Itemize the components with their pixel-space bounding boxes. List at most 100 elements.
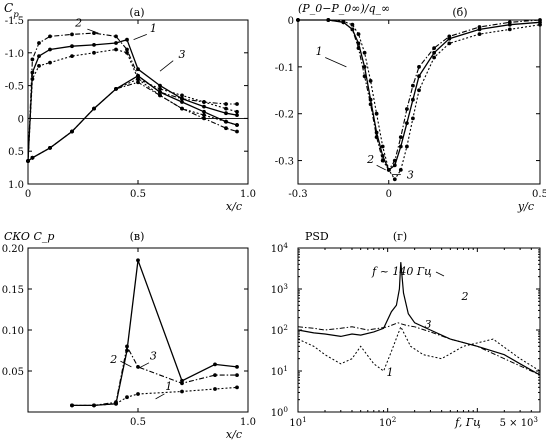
panel-a-series-1-point bbox=[92, 43, 96, 47]
panel-b-series-1-point bbox=[432, 50, 436, 55]
panel-b-series-2-point bbox=[392, 158, 397, 163]
panel-d-xtick-label: 102 bbox=[379, 415, 396, 430]
panel-a-ytick-label: -1.5 bbox=[5, 16, 24, 27]
panel-b-series-1-point bbox=[356, 41, 361, 46]
panel-a-series-3-point bbox=[235, 123, 239, 127]
panel-b-series-2-point bbox=[477, 25, 482, 29]
panel-b-leader bbox=[376, 164, 386, 171]
panel-c-ytick-label: 0.15 bbox=[2, 285, 24, 296]
panel-b-xtick-label: 0.5 bbox=[532, 189, 546, 200]
panel-a-series-2-point bbox=[224, 126, 228, 131]
panel-d-ytick-label: 104 bbox=[271, 241, 289, 256]
panel-a-series-3-point bbox=[136, 77, 140, 81]
panel-a-series-3-point bbox=[92, 50, 96, 55]
panel-b-frame bbox=[297, 19, 541, 185]
panel-c-series-1-point bbox=[180, 389, 184, 394]
panel-b-series-3-point bbox=[362, 50, 367, 55]
panel-c-series-3-point bbox=[114, 401, 118, 406]
panel-a-series-2-point bbox=[37, 41, 41, 45]
panel-b-ytick-label: -0.2 bbox=[275, 110, 294, 121]
panel-d-xlabel: f, Гц bbox=[454, 416, 481, 429]
panel-a-series-3-line bbox=[27, 78, 238, 162]
panel-b-ylabel: (P_0−P_0∞)/q_∞ bbox=[298, 2, 390, 15]
panel-b-series-2-point bbox=[380, 158, 385, 163]
panel-a-series-1-point bbox=[235, 113, 239, 117]
panel-a-series-3-point bbox=[37, 64, 41, 68]
panel-a-annotation: 1 bbox=[150, 22, 157, 35]
panel-b-series-1-point bbox=[405, 121, 409, 125]
panel-b-xtick-label: -0.3 bbox=[288, 189, 307, 200]
panel-c-series-3-point bbox=[235, 365, 239, 369]
panel-a-series-2-point bbox=[224, 102, 228, 106]
panel-a-series-3-point bbox=[235, 109, 239, 114]
panel-a-series-1-point bbox=[70, 44, 74, 49]
panel-b-series-3-point bbox=[386, 168, 391, 172]
panel-d-annotation: 1 bbox=[387, 366, 394, 379]
panel-a-series-2-point bbox=[48, 34, 52, 39]
panel-a-series-2-line bbox=[27, 81, 238, 162]
panel-a-series-1-point bbox=[37, 54, 41, 58]
panel-a-series-2-point bbox=[180, 96, 184, 101]
panel-a-series-1-point bbox=[30, 70, 35, 75]
panel-a-xlabel: x/c bbox=[226, 200, 242, 213]
panel-c-series-3-point bbox=[125, 348, 129, 353]
panel-a-series-1-point bbox=[48, 47, 52, 52]
panel-c-series-3-point bbox=[180, 378, 184, 383]
panel-d-ylabel: PSD bbox=[305, 230, 329, 243]
panel-a-series-3-point bbox=[125, 50, 129, 55]
panel-b-series-3-point bbox=[341, 19, 346, 24]
panel-b-series-3-line bbox=[298, 19, 541, 181]
panel-b-series-2-point bbox=[411, 83, 415, 88]
panel-a-ytick-label: 1.0 bbox=[8, 180, 24, 191]
panel-a-series-3-point bbox=[114, 47, 118, 52]
panel-d-ytick-label: 101 bbox=[271, 364, 288, 379]
panel-d-annotation: 3 bbox=[425, 318, 432, 331]
panel-a-series-1-point bbox=[224, 111, 228, 116]
panel-a-series-3-point bbox=[224, 106, 228, 111]
panel-b-series-3-point bbox=[392, 177, 397, 182]
panel-d-leader bbox=[435, 271, 445, 277]
panel-b-series-1-point bbox=[362, 65, 367, 69]
panel-b-series-3-point bbox=[350, 22, 355, 27]
panel-b-series-3-point bbox=[296, 18, 300, 22]
panel-b-series-3-point bbox=[538, 22, 542, 27]
panel-b-xlabel: y/c bbox=[517, 200, 534, 213]
panel-a-series-3-point bbox=[180, 106, 184, 111]
panel-b-series-3-point bbox=[368, 79, 373, 83]
panel-d-series-1-line bbox=[297, 325, 541, 372]
panel-a-xtick-label: 0 bbox=[25, 189, 31, 200]
panel-b-series-1-line bbox=[298, 19, 541, 171]
panel-c-series-3-point bbox=[70, 403, 74, 408]
panel-a-series-3-point bbox=[158, 93, 162, 98]
panel-a-series-2-point bbox=[125, 47, 129, 52]
panel-a-series-2-point bbox=[158, 90, 162, 95]
panel-c-leader bbox=[137, 362, 150, 369]
panel-b-series-3-point bbox=[507, 27, 512, 32]
panel-c-leader bbox=[155, 393, 165, 400]
panel-a-series-3-point bbox=[48, 60, 52, 65]
panel-a-series-3-point bbox=[70, 54, 74, 58]
panel-b-annotation: 2 bbox=[366, 153, 374, 166]
panel-d-series-3-line bbox=[297, 322, 541, 376]
panel-b-series-2-point bbox=[362, 74, 367, 79]
panel-c-annotation: 2 bbox=[109, 353, 117, 366]
panel-a-series-2-point bbox=[70, 32, 74, 37]
panel-b-series-2-point bbox=[374, 135, 379, 140]
panel-b-series-2-point bbox=[432, 46, 436, 50]
panel-a-series-1-point bbox=[202, 109, 206, 114]
panel-b-series-3-point bbox=[374, 111, 379, 116]
panel-d-ytick-label: 103 bbox=[271, 282, 289, 297]
panel-a-ytick-label: 0 bbox=[18, 114, 24, 125]
panel-b-series-2-point bbox=[507, 20, 512, 25]
panel-b-annotation: 3 bbox=[407, 169, 414, 182]
panel-a-series-3-point bbox=[202, 113, 206, 117]
panel-c-ylabel: СКО C_p bbox=[4, 230, 54, 243]
panel-a-series-3-line bbox=[27, 48, 238, 162]
panel-a-series-2-line bbox=[27, 32, 237, 162]
panel-b-xtick-label: 0 bbox=[386, 189, 392, 200]
panel-a-series-1-line bbox=[27, 38, 238, 162]
panel-c-ytick-label: 0.20 bbox=[2, 244, 24, 255]
panel-c-series-3-line bbox=[72, 260, 238, 407]
panel-a-annotation: 2 bbox=[74, 17, 82, 30]
panel-c-series-1-point bbox=[136, 392, 140, 396]
